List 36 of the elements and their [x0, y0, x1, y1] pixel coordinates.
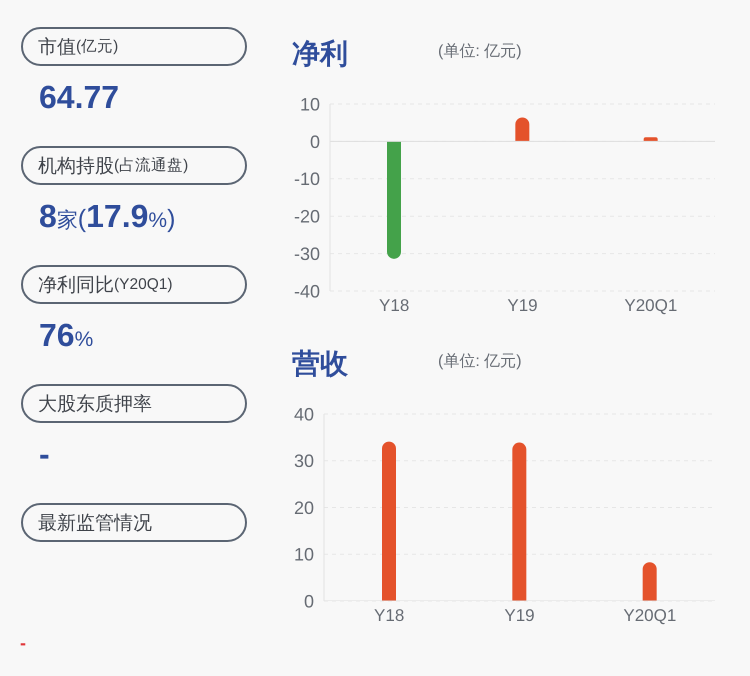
- x-tick-label: Y20Q1: [624, 296, 678, 316]
- y-tick-label: 10: [300, 94, 320, 114]
- bar: [515, 117, 530, 142]
- category-label: 机构持股(占流通盘): [38, 154, 188, 178]
- x-tick-label: Y18: [374, 606, 404, 626]
- chart-title: 净利: [292, 37, 348, 71]
- chart-subtitle: (单位: 亿元): [438, 352, 522, 372]
- y-tick-label: -40: [294, 281, 320, 302]
- category-label: 市值(亿元): [38, 36, 118, 60]
- text: -: [39, 436, 50, 472]
- x-tick-label: Y18: [379, 296, 410, 316]
- y-tick-label: -20: [294, 206, 320, 227]
- x-tick-label: Y20Q1: [623, 606, 676, 626]
- text: 64.77: [39, 79, 120, 115]
- y-tick-label: 30: [294, 451, 314, 472]
- text: 76%: [39, 317, 94, 353]
- y-tick-label: 10: [294, 544, 314, 565]
- category-label: 大股东质押率: [38, 392, 152, 416]
- bar: [642, 562, 657, 601]
- chart-subtitle: (单位: 亿元): [438, 42, 522, 62]
- category-label: 最新监管情况: [38, 512, 152, 536]
- y-tick-label: 0: [310, 132, 320, 152]
- bar: [382, 442, 396, 601]
- x-tick-label: Y19: [504, 606, 535, 626]
- text: -: [20, 633, 26, 653]
- y-tick-label: -10: [294, 169, 320, 190]
- chart-title: 营收: [292, 347, 348, 381]
- y-tick-label: -30: [294, 244, 320, 264]
- y-tick-label: 20: [294, 498, 314, 518]
- bar: [387, 141, 401, 259]
- category-label: 净利同比(Y20Q1): [38, 274, 173, 298]
- text: 8家(17.9%): [39, 198, 176, 234]
- y-tick-label: 0: [304, 591, 314, 612]
- x-tick-label: Y19: [507, 296, 538, 316]
- bar: [512, 442, 526, 601]
- y-tick-label: 40: [294, 404, 314, 424]
